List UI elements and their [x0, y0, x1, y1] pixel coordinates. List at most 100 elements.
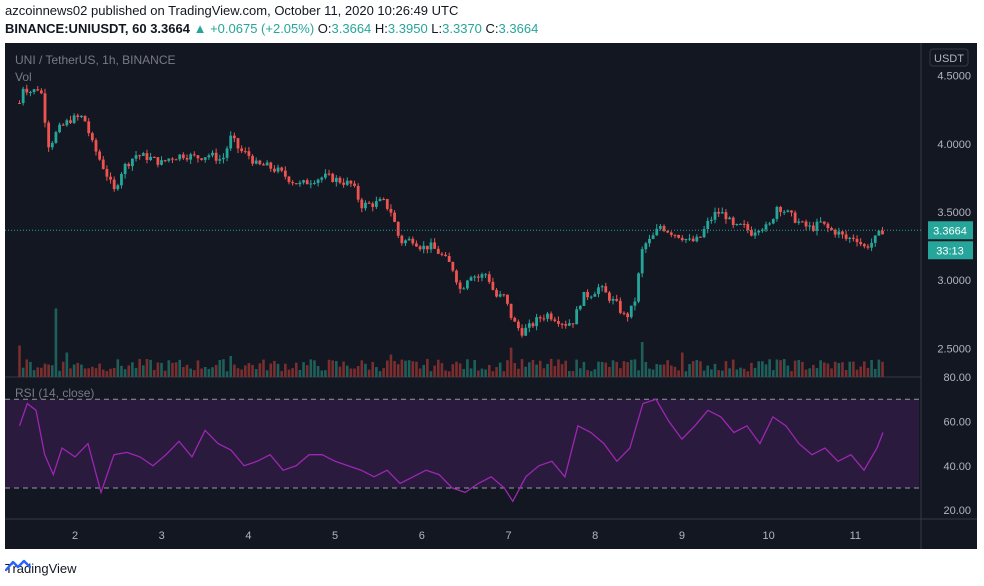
candle-body [648, 238, 651, 244]
volume-bar [640, 342, 644, 377]
rsi-tick-label: 20.00 [943, 505, 971, 517]
volume-bar [32, 370, 36, 377]
candle-body [666, 230, 670, 233]
candle-body [608, 292, 611, 301]
time-tick-label: 8 [592, 530, 598, 542]
volume-bar [691, 361, 695, 377]
volume-bar [742, 368, 746, 377]
candle-body [833, 229, 837, 235]
volume-bar [287, 369, 291, 377]
candle-body [604, 286, 608, 293]
candle-body [546, 313, 549, 319]
volume-bar [564, 360, 568, 377]
volume-bar [480, 368, 484, 377]
candle-body [509, 303, 513, 318]
volume-bar [149, 359, 152, 377]
volume-bar [426, 358, 429, 377]
candle-body [455, 270, 458, 283]
candle-body [160, 160, 163, 165]
chart-area[interactable]: UNI / TetherUS, 1h, BINANCE Vol 4.5000 4.00… [5, 43, 977, 549]
candle-body [225, 148, 229, 158]
volume-bar [757, 361, 761, 377]
rsi-tick-label: 80.00 [943, 372, 971, 384]
volume-bar [597, 361, 600, 377]
candle-body [378, 199, 382, 202]
candle-body [174, 159, 178, 161]
candle-body [415, 243, 418, 247]
candle-body [808, 225, 812, 227]
currency-label: USDT [934, 53, 964, 65]
candle-body [229, 135, 233, 149]
volume-bar [855, 369, 859, 377]
candle-body [418, 246, 422, 250]
candle-body [760, 229, 764, 231]
volume-bar [338, 366, 342, 377]
candle-body [425, 245, 429, 250]
volume-bar [192, 370, 196, 377]
candle-body [185, 157, 189, 160]
time-tick-label: 6 [419, 530, 425, 542]
candle-body [25, 88, 29, 93]
volume-bar [644, 362, 648, 377]
candle-body [222, 157, 225, 160]
volume-bar [163, 370, 167, 377]
volume-bar [684, 371, 688, 377]
volume-bar [291, 368, 294, 377]
candle-body [709, 219, 713, 221]
candle-body [364, 202, 367, 209]
candle-body [171, 158, 174, 160]
chart-svg[interactable]: UNI / TetherUS, 1h, BINANCE Vol 4.5000 4.00… [5, 43, 977, 549]
volume-bar [764, 364, 768, 377]
volume-bar [171, 362, 174, 377]
candle-body [422, 245, 426, 250]
volume-bar [54, 308, 58, 377]
volume-bar [324, 370, 327, 377]
candle-body [243, 151, 247, 153]
candle-body [309, 183, 313, 185]
volume-bar [455, 361, 458, 377]
volume-bar [152, 369, 156, 377]
candle-body [513, 317, 517, 322]
candle-body [54, 132, 58, 143]
volume-bar [571, 371, 575, 377]
countdown-tag [928, 241, 973, 260]
candle-body [531, 323, 535, 327]
volume-bar [473, 359, 476, 377]
volume-bar [822, 362, 826, 377]
volume-bar [513, 362, 517, 377]
volume-bar [731, 359, 735, 377]
volume-bar [458, 363, 462, 377]
candle-body [342, 182, 345, 185]
volume-bar [98, 363, 101, 377]
candle-body [637, 273, 640, 302]
volume-bar [436, 359, 440, 377]
volume-bar [775, 359, 779, 377]
volume-bar [717, 370, 720, 377]
volume-bar [790, 371, 793, 377]
candle-body [349, 180, 353, 184]
volume-bar [127, 365, 131, 377]
candle-body [327, 173, 331, 175]
volume-bar [670, 365, 673, 377]
volume-bar [72, 364, 76, 377]
volume-bar [837, 363, 841, 377]
volume-bar [593, 369, 597, 377]
volume-bar [724, 361, 728, 377]
candle-body [790, 210, 793, 213]
candle-body [830, 228, 833, 230]
candle-body [283, 170, 287, 177]
volume-bar [214, 364, 218, 377]
volume-bar [105, 371, 109, 377]
candle-body [560, 323, 564, 325]
volume-bar [877, 359, 881, 377]
volume-bar [222, 359, 225, 377]
candle-body [116, 185, 120, 190]
volume-bar [721, 370, 724, 377]
candle-body [156, 157, 160, 165]
candle-body [779, 206, 782, 212]
candle-body [873, 235, 877, 243]
volume-bar [622, 361, 626, 377]
candle-body [626, 313, 630, 318]
volume-bar [735, 369, 739, 377]
volume-bar [382, 368, 385, 377]
